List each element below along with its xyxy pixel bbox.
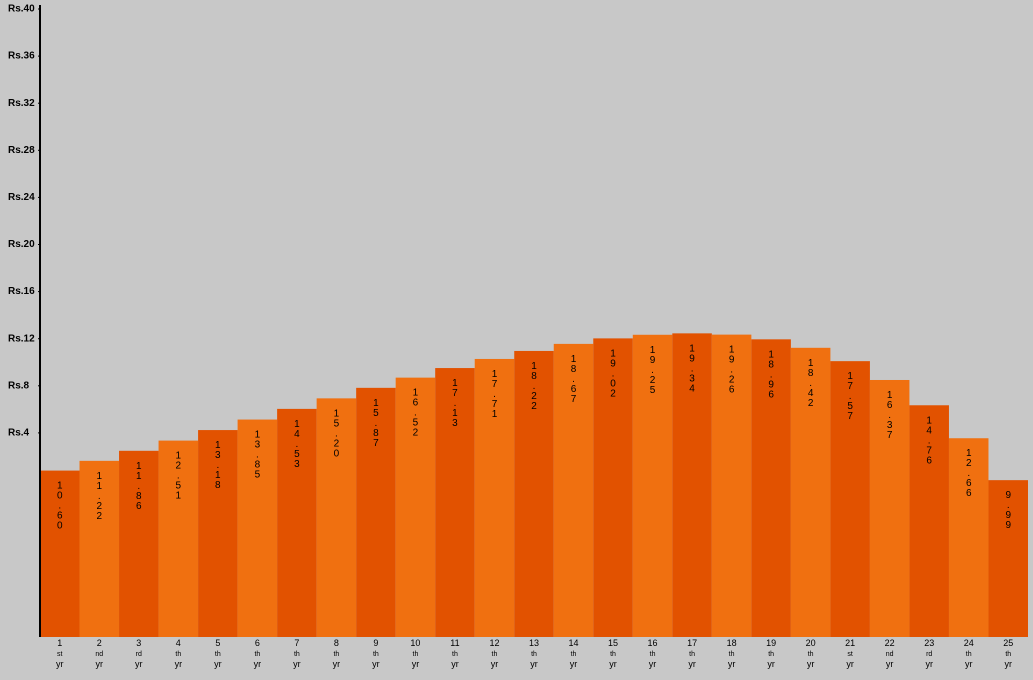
bar [395, 377, 436, 637]
bar [316, 398, 357, 637]
bar [40, 470, 80, 637]
bar [277, 408, 317, 637]
bar [672, 333, 712, 637]
bar [198, 430, 238, 637]
bar [356, 387, 396, 637]
y-tick-label: Rs.20 [8, 239, 35, 250]
y-tick-label: Rs.8 [8, 380, 30, 391]
y-tick-label: Rs.24 [8, 192, 35, 203]
bar [474, 358, 515, 637]
bar [79, 460, 120, 637]
bar [909, 405, 949, 637]
bar [869, 379, 910, 637]
bar [593, 338, 633, 637]
y-tick-label: Rs.12 [8, 333, 35, 344]
bar [830, 361, 870, 637]
y-tick-label: Rs.32 [8, 98, 35, 109]
bar [751, 339, 791, 637]
y-tick-label: Rs.16 [8, 286, 35, 297]
bar [435, 368, 475, 637]
y-tick-label: Rs.40 [8, 4, 35, 15]
bar [711, 334, 752, 637]
bar [119, 450, 159, 637]
bar [988, 480, 1028, 637]
bar [158, 440, 199, 637]
bar [632, 334, 673, 637]
bar [553, 343, 594, 637]
bar [514, 350, 554, 637]
bar [237, 419, 278, 637]
bar [948, 438, 989, 637]
y-tick-label: Rs.36 [8, 51, 35, 62]
y-tick-label: Rs.28 [8, 145, 35, 156]
bar [790, 347, 831, 637]
y-tick-label: Rs.4 [8, 428, 30, 439]
